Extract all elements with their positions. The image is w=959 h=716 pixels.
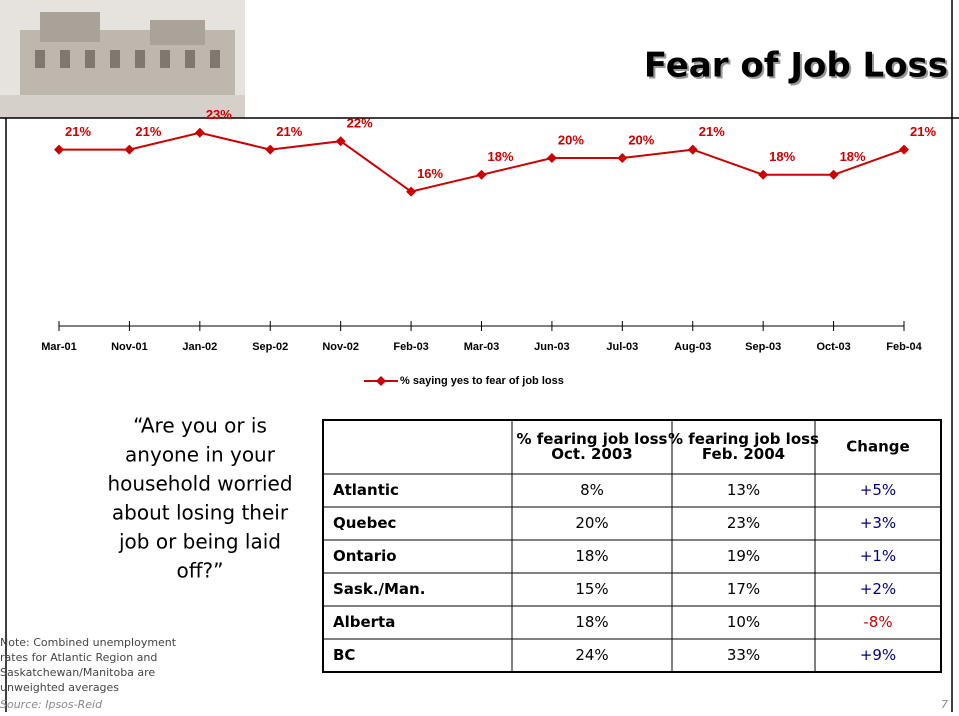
data-point <box>899 144 909 155</box>
cell: 18% <box>575 613 608 631</box>
x-tick-label: Jan-02 <box>182 341 217 353</box>
data-point <box>54 144 64 155</box>
data-label: 23% <box>206 107 232 122</box>
data-label: 21% <box>276 124 302 139</box>
data-point <box>194 127 205 138</box>
x-tick-label: Sep-03 <box>745 341 781 353</box>
x-tick-label: Jun-03 <box>534 341 569 353</box>
note-line: unweighted averages <box>0 681 119 694</box>
note-line: Note: Combined unemployment <box>0 636 177 649</box>
x-tick-label: Sep-02 <box>252 341 288 353</box>
title-shadow: Fear of Job Loss <box>646 48 950 88</box>
column-header: Feb. 2004 <box>702 445 785 463</box>
data-label: 18% <box>487 149 513 164</box>
cell: 8% <box>580 481 604 499</box>
x-tick-label: Oct-03 <box>816 341 850 353</box>
x-tick-label: Nov-01 <box>111 341 148 353</box>
x-tick-label: Feb-03 <box>393 341 428 353</box>
x-tick-label: Mar-03 <box>464 341 499 353</box>
column-header: Change <box>846 438 909 456</box>
data-label: 22% <box>347 116 373 131</box>
question-line: household worried <box>107 472 292 496</box>
row-label: Sask./Man. <box>333 580 425 598</box>
building-image <box>0 0 245 118</box>
data-point <box>124 144 135 155</box>
row-label: Atlantic <box>333 481 399 499</box>
cell: 13% <box>727 481 760 499</box>
question-line: “Are you or is <box>133 414 267 438</box>
cell: 20% <box>575 514 608 532</box>
column-header: Oct. 2003 <box>551 445 632 463</box>
data-point <box>617 153 628 163</box>
data-point <box>476 169 487 180</box>
question-line: anyone in your <box>125 443 276 467</box>
cell: +2% <box>860 580 896 598</box>
question-line: about losing their <box>112 501 289 525</box>
x-tick-label: Mar-01 <box>41 341 76 353</box>
question: “Are you or is anyone in your household wo… <box>107 414 292 583</box>
cell: 18% <box>575 547 608 565</box>
data-point <box>687 144 698 155</box>
x-tick-label: Feb-04 <box>886 341 922 353</box>
data-point <box>758 169 769 180</box>
cell: 19% <box>727 547 760 565</box>
cell: +3% <box>860 514 896 532</box>
row-label: BC <box>333 646 355 664</box>
column-header: % fearing job loss <box>668 430 819 448</box>
source: Source: Ipsos-Reid <box>0 698 103 711</box>
question-line: job or being laid <box>118 530 281 554</box>
cell: +1% <box>860 547 896 565</box>
cell: 23% <box>727 514 760 532</box>
data-point <box>335 136 346 147</box>
data-label: 21% <box>699 124 725 139</box>
cell: 15% <box>575 580 608 598</box>
cell: 24% <box>575 646 608 664</box>
data-label: 16% <box>417 166 443 181</box>
legend-marker <box>376 376 386 386</box>
cell: -8% <box>863 613 892 631</box>
line-chart: Mar-01 Nov-01 Jan-02 Sep-02 Nov-02 Feb-03 Mar-… <box>41 107 936 387</box>
cell: +5% <box>860 481 896 499</box>
legend-label: % saying yes to fear of job loss <box>400 375 564 387</box>
data-point <box>828 169 839 180</box>
row-label: Ontario <box>333 547 397 565</box>
data-label: 20% <box>628 132 654 147</box>
x-tick-label: Nov-02 <box>322 341 359 353</box>
chart-title: Fear of Job Loss <box>644 46 948 86</box>
cell: +9% <box>860 646 896 664</box>
note-line: Saskatchewan/Manitoba are <box>0 666 155 679</box>
x-tick-label: Aug-03 <box>674 341 711 353</box>
row-label: Alberta <box>333 613 395 631</box>
row-label: Quebec <box>333 514 396 532</box>
cell: 33% <box>727 646 760 664</box>
data-point <box>546 153 557 163</box>
note-line: rates for Atlantic Region and <box>0 651 157 664</box>
question-line: off?” <box>177 559 224 583</box>
data-label: 18% <box>769 149 795 164</box>
data-label: 21% <box>910 124 936 139</box>
x-tick-label: Jul-03 <box>606 341 638 353</box>
note: Note: Combined unemployment rates for Atl… <box>0 636 177 694</box>
data-point <box>265 144 276 155</box>
cell: 17% <box>727 580 760 598</box>
cell: 10% <box>727 613 760 631</box>
page-number: 7 <box>941 698 948 711</box>
column-header: % fearing job loss <box>517 430 668 448</box>
data-label: 18% <box>840 149 866 164</box>
data-label: 20% <box>558 132 584 147</box>
data-point <box>406 186 417 197</box>
table-border <box>322 419 942 673</box>
data-label: 21% <box>65 124 91 139</box>
data-label: 21% <box>135 124 161 139</box>
